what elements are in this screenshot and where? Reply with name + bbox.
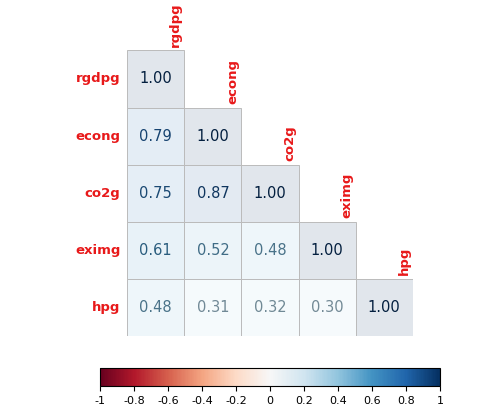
Bar — [184, 279, 242, 336]
Text: hpg: hpg — [92, 301, 120, 314]
Text: 1.00: 1.00 — [368, 300, 400, 315]
Text: 0.75: 0.75 — [140, 186, 172, 201]
Bar — [242, 222, 298, 279]
Text: 0.79: 0.79 — [140, 129, 172, 144]
Bar — [298, 279, 356, 336]
Text: 1.00: 1.00 — [196, 129, 230, 144]
Text: 0.30: 0.30 — [311, 300, 344, 315]
Bar — [127, 279, 184, 336]
Bar — [127, 50, 184, 108]
Text: 0.31: 0.31 — [196, 300, 229, 315]
Text: econg: econg — [226, 59, 239, 104]
Text: 0.61: 0.61 — [140, 243, 172, 258]
Text: 1.00: 1.00 — [254, 186, 286, 201]
Bar — [127, 165, 184, 222]
Bar — [356, 279, 413, 336]
Bar — [127, 222, 184, 279]
Text: rgdpg: rgdpg — [76, 73, 120, 85]
Text: 0.87: 0.87 — [196, 186, 230, 201]
Text: co2g: co2g — [84, 187, 120, 200]
Text: 0.48: 0.48 — [254, 243, 286, 258]
Bar — [184, 165, 242, 222]
Bar — [127, 108, 184, 165]
Text: eximg: eximg — [75, 244, 120, 257]
Text: rgdpg: rgdpg — [170, 3, 182, 47]
Bar — [184, 222, 242, 279]
Text: 0.48: 0.48 — [140, 300, 172, 315]
Text: hpg: hpg — [398, 247, 410, 276]
Bar — [242, 165, 298, 222]
Bar — [298, 222, 356, 279]
Text: 1.00: 1.00 — [310, 243, 344, 258]
Text: co2g: co2g — [284, 126, 296, 161]
Bar — [184, 108, 242, 165]
Text: eximg: eximg — [340, 173, 353, 218]
Text: econg: econg — [76, 130, 120, 142]
Bar — [242, 279, 298, 336]
Text: 0.32: 0.32 — [254, 300, 286, 315]
Text: 1.00: 1.00 — [140, 71, 172, 87]
Text: 0.52: 0.52 — [196, 243, 230, 258]
